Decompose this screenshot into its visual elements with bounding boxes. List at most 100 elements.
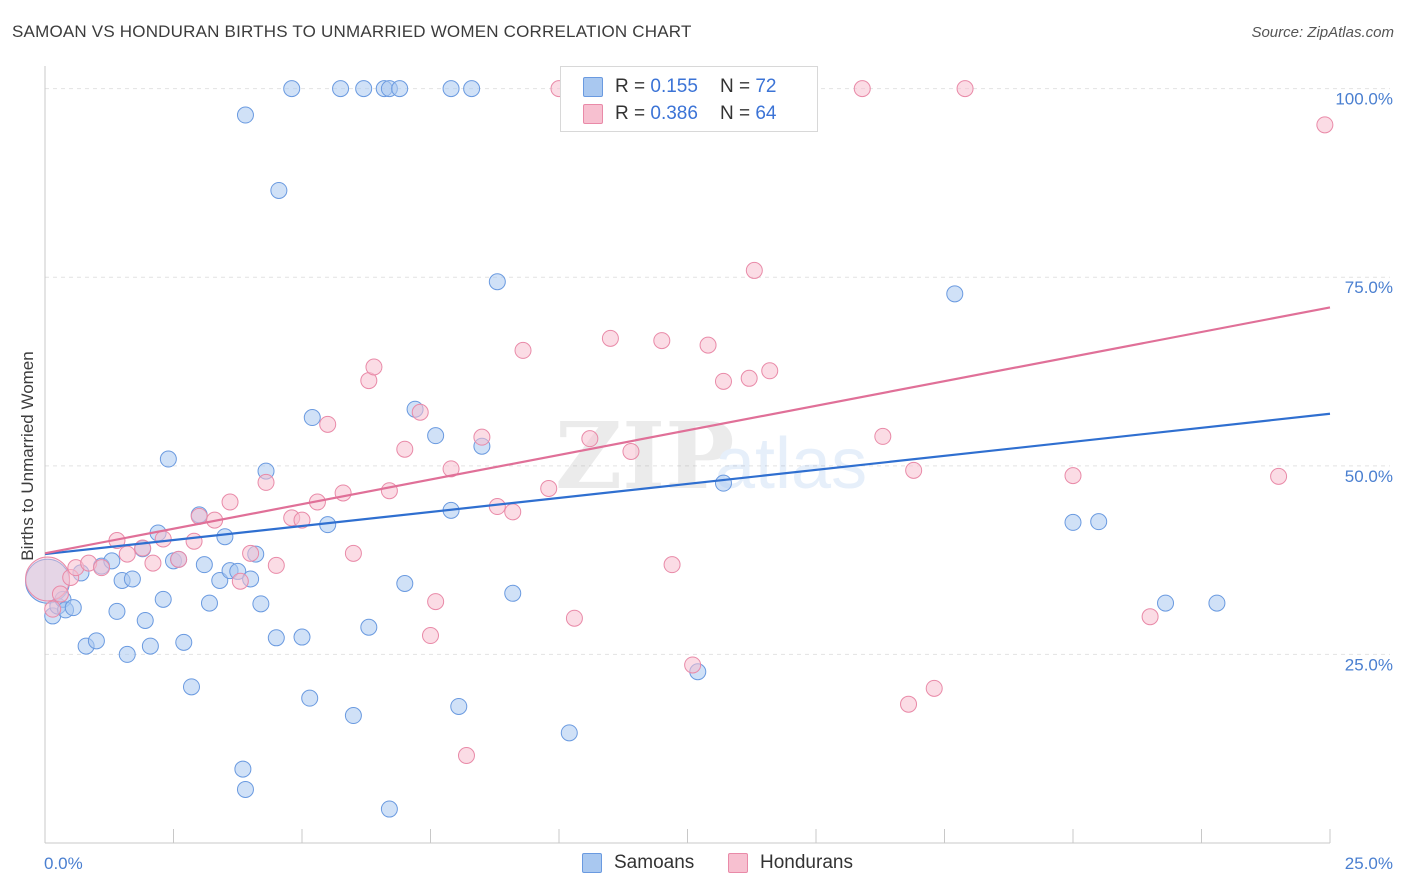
x-tick-label: 0.0% [44, 854, 83, 873]
legend-r-label: R = [615, 103, 646, 124]
data-point [427, 593, 445, 611]
data-point [293, 628, 311, 646]
y-axis-title: Births to Unmarried Women [18, 351, 37, 560]
data-point [44, 600, 62, 618]
data-point [267, 556, 285, 574]
data-point [234, 760, 252, 778]
data-point [200, 594, 218, 612]
trend-lines [44, 306, 1331, 556]
x-tick-label: 25.0% [1345, 854, 1393, 873]
bottom-legend-swatch-samoans [582, 853, 602, 873]
data-point [581, 430, 599, 448]
data-point [411, 403, 429, 421]
data-point [699, 336, 717, 354]
data-point [956, 80, 974, 98]
data-point [93, 559, 111, 577]
legend-n-value-hondurans: 64 [755, 103, 777, 124]
legend-r-label: R = [615, 76, 646, 97]
data-point [457, 746, 475, 764]
data-point [874, 427, 892, 445]
data-point [1270, 467, 1288, 485]
data-point [216, 528, 234, 546]
data-point [270, 181, 288, 199]
data-point [236, 780, 254, 798]
data-point [159, 450, 177, 468]
legend-swatch-samoans [583, 77, 603, 97]
data-point [360, 618, 378, 636]
bottom-legend: Samoans Hondurans [0, 852, 1406, 878]
trend-line-samoans [44, 412, 1331, 556]
data-point [653, 332, 671, 350]
data-point [540, 479, 558, 497]
data-point [87, 632, 105, 650]
data-point [303, 409, 321, 427]
data-point [257, 473, 275, 491]
bottom-legend-label-samoans: Samoans [614, 852, 695, 873]
data-point [283, 80, 301, 98]
data-point [396, 574, 414, 592]
data-point [319, 415, 337, 433]
data-point [154, 530, 172, 548]
data-point [740, 369, 758, 387]
trend-line-hondurans [44, 306, 1331, 555]
y-tick-label: 50.0% [1345, 467, 1393, 486]
legend-r-value-samoans: 0.155 [650, 76, 698, 97]
data-point [905, 461, 923, 479]
data-point [332, 80, 350, 98]
data-point [1064, 467, 1082, 485]
data-point [504, 503, 522, 521]
watermark-zip: ZIP [555, 402, 734, 510]
bottom-legend-swatch-hondurans [728, 853, 748, 873]
data-point [1141, 608, 1159, 626]
y-tick-label: 100.0% [1335, 90, 1393, 109]
data-point [334, 484, 352, 502]
data-point [504, 584, 522, 602]
axes [44, 66, 1331, 844]
data-point [154, 590, 172, 608]
data-point [900, 695, 918, 713]
data-point [853, 80, 871, 98]
data-point [761, 362, 779, 380]
data-point [242, 544, 260, 562]
grid-lines [45, 88, 1390, 655]
data-point [488, 273, 506, 291]
data-point [714, 372, 732, 390]
data-point [355, 80, 373, 98]
data-point [925, 679, 943, 697]
y-tick-label: 75.0% [1345, 278, 1393, 297]
legend-row-hondurans: R = 0.386 N = 64 [583, 101, 776, 127]
data-point [560, 724, 578, 742]
data-point [1316, 116, 1334, 134]
data-point [136, 611, 154, 629]
data-point [185, 532, 203, 550]
legend-swatch-hondurans [583, 104, 603, 124]
legend: R = 0.155 N = 72 R = 0.386 N = 64 [560, 66, 818, 132]
data-point [170, 550, 188, 568]
data-point [195, 556, 213, 574]
bottom-legend-label-hondurans: Hondurans [760, 852, 853, 873]
data-point [182, 678, 200, 696]
data-point [714, 474, 732, 492]
data-point [64, 599, 82, 617]
data-point [211, 571, 229, 589]
source-label: Source: ZipAtlas.com [1251, 24, 1394, 41]
watermark-atlas: atlas [715, 424, 867, 504]
legend-n-label: N = [719, 76, 751, 97]
data-point [293, 511, 311, 529]
data-point [946, 285, 964, 303]
data-point [463, 80, 481, 98]
data-point [118, 545, 136, 563]
data-point [365, 358, 383, 376]
data-point [442, 80, 460, 98]
data-point [396, 440, 414, 458]
data-point [745, 261, 763, 279]
bottom-legend-samoans: Samoans [582, 852, 694, 874]
data-point [427, 427, 445, 445]
data-point [1157, 594, 1175, 612]
watermark: ZIP atlas [555, 402, 867, 510]
data-point [51, 585, 69, 603]
data-point [684, 656, 702, 674]
chart-title: SAMOAN VS HONDURAN BIRTHS TO UNMARRIED W… [12, 22, 692, 41]
data-point [473, 428, 491, 446]
